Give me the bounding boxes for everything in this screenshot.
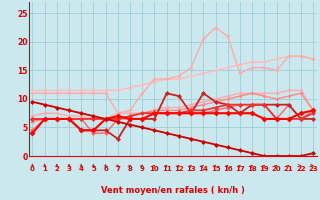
- X-axis label: Vent moyen/en rafales ( kn/h ): Vent moyen/en rafales ( kn/h ): [101, 186, 245, 195]
